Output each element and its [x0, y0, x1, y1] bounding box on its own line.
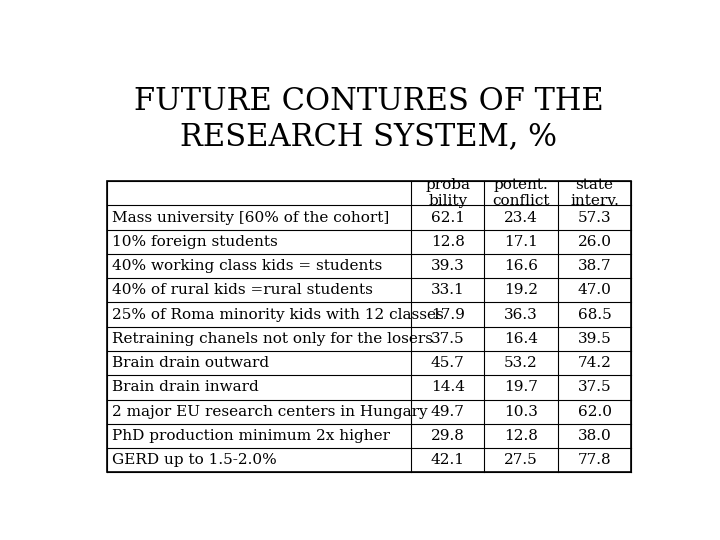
Text: 57.3: 57.3: [577, 211, 611, 225]
Text: 62.1: 62.1: [431, 211, 464, 225]
Text: 45.7: 45.7: [431, 356, 464, 370]
Text: PhD production minimum 2x higher: PhD production minimum 2x higher: [112, 429, 390, 443]
Text: 23.4: 23.4: [504, 211, 538, 225]
Text: 38.7: 38.7: [577, 259, 611, 273]
Text: 38.0: 38.0: [577, 429, 611, 443]
Text: 14.4: 14.4: [431, 380, 464, 394]
Text: 47.0: 47.0: [577, 284, 611, 298]
Text: 53.2: 53.2: [504, 356, 538, 370]
Text: 16.4: 16.4: [504, 332, 538, 346]
Text: 25% of Roma minority kids with 12 classes: 25% of Roma minority kids with 12 classe…: [112, 308, 444, 322]
Text: Brain drain inward: Brain drain inward: [112, 380, 259, 394]
Text: 27.5: 27.5: [504, 453, 538, 467]
Text: 49.7: 49.7: [431, 404, 464, 418]
Text: Mass university [60% of the cohort]: Mass university [60% of the cohort]: [112, 211, 390, 225]
Text: 10% foreign students: 10% foreign students: [112, 235, 278, 249]
Text: 29.8: 29.8: [431, 429, 464, 443]
Text: 42.1: 42.1: [431, 453, 464, 467]
Text: 12.8: 12.8: [431, 235, 464, 249]
Text: proba
bility: proba bility: [426, 178, 470, 208]
Text: 16.6: 16.6: [504, 259, 538, 273]
Text: 37.5: 37.5: [577, 380, 611, 394]
Text: 26.0: 26.0: [577, 235, 611, 249]
Text: potent.
conflict: potent. conflict: [492, 178, 550, 208]
Text: 40% working class kids = students: 40% working class kids = students: [112, 259, 382, 273]
Text: 39.5: 39.5: [577, 332, 611, 346]
Text: 40% of rural kids =rural students: 40% of rural kids =rural students: [112, 284, 373, 298]
Text: 19.7: 19.7: [504, 380, 538, 394]
Text: GERD up to 1.5-2.0%: GERD up to 1.5-2.0%: [112, 453, 277, 467]
Text: 17.9: 17.9: [431, 308, 464, 322]
Text: state
interv.: state interv.: [570, 178, 619, 208]
Text: 36.3: 36.3: [504, 308, 538, 322]
Text: 12.8: 12.8: [504, 429, 538, 443]
Text: 19.2: 19.2: [504, 284, 538, 298]
Text: 2 major EU research centers in Hungary: 2 major EU research centers in Hungary: [112, 404, 428, 418]
Text: 39.3: 39.3: [431, 259, 464, 273]
Text: 33.1: 33.1: [431, 284, 464, 298]
Text: 77.8: 77.8: [577, 453, 611, 467]
Text: Retraining chanels not only for the losers: Retraining chanels not only for the lose…: [112, 332, 433, 346]
Text: Brain drain outward: Brain drain outward: [112, 356, 269, 370]
Text: 68.5: 68.5: [577, 308, 611, 322]
Text: 10.3: 10.3: [504, 404, 538, 418]
Text: 62.0: 62.0: [577, 404, 611, 418]
Text: 74.2: 74.2: [577, 356, 611, 370]
Text: 37.5: 37.5: [431, 332, 464, 346]
Text: 17.1: 17.1: [504, 235, 538, 249]
Text: FUTURE CONTURES OF THE
RESEARCH SYSTEM, %: FUTURE CONTURES OF THE RESEARCH SYSTEM, …: [134, 85, 604, 152]
